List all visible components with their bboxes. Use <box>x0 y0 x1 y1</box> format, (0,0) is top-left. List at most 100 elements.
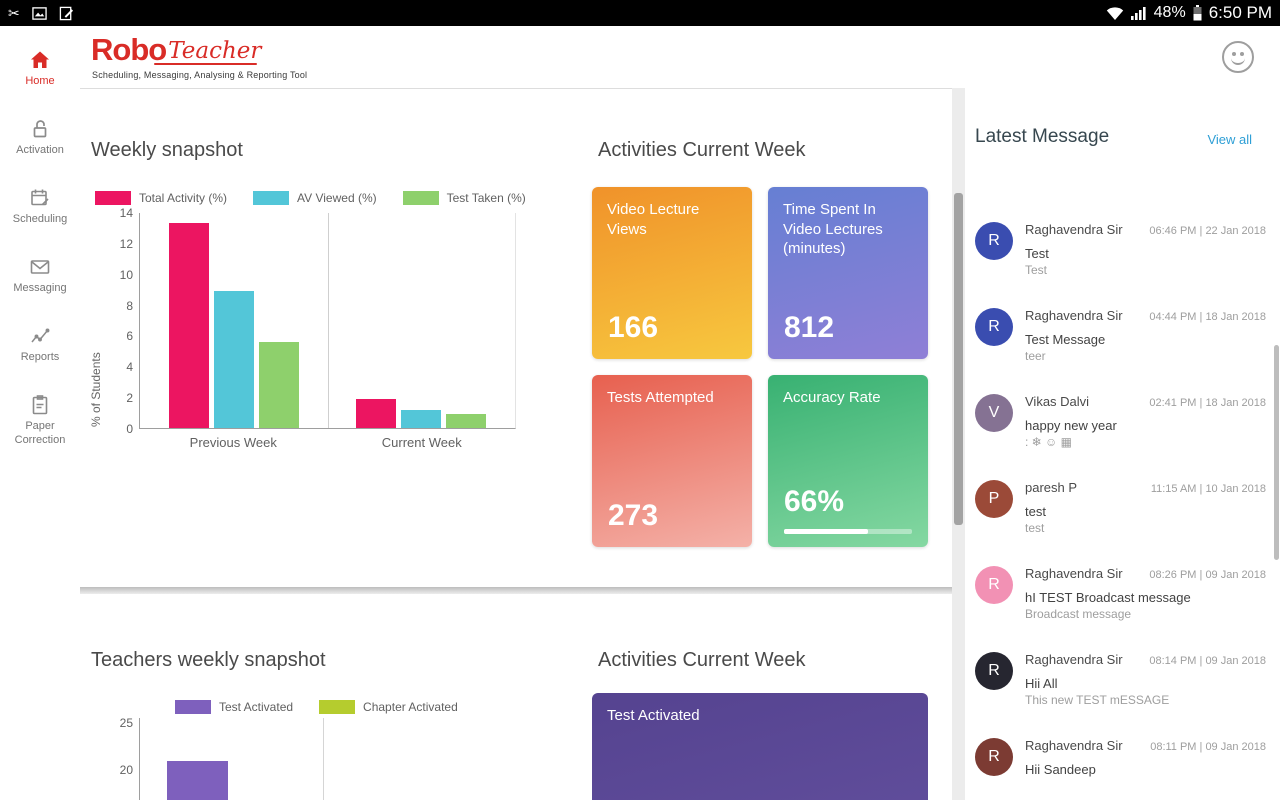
y-tick-label: 4 <box>126 360 133 375</box>
message-body: Raghavendra Sir 08:14 PM | 09 Jan 2018 Hii… <box>1025 652 1266 724</box>
sidebar-item-reports[interactable]: Reports <box>0 320 80 389</box>
weekly-legend: Total Activity (%) AV Viewed (%) Test Take… <box>95 191 526 205</box>
message-line2: test <box>1025 521 1045 535</box>
bar <box>167 760 228 800</box>
card-time-spent[interactable]: Time Spent In Video Lectures (minutes) 8… <box>768 187 928 359</box>
legend-swatch <box>175 700 211 714</box>
legend-item: Total Activity (%) <box>95 191 227 205</box>
message-line1: Test Message <box>1025 332 1106 347</box>
cut-icon: ✂ <box>8 4 20 21</box>
status-notification-icons: ✂ <box>8 5 74 22</box>
signal-icon <box>1130 6 1146 20</box>
message-item[interactable]: V Vikas Dalvi 02:41 PM | 18 Jan 2018 happy … <box>965 380 1280 466</box>
plot-area <box>139 213 516 429</box>
main-scrollbar-thumb[interactable] <box>954 193 963 525</box>
card-tests-attempted[interactable]: Tests Attempted 273 <box>592 375 752 547</box>
message-item[interactable]: R Raghavendra Sir 08:14 PM | 09 Jan 2018 Hi… <box>965 638 1280 724</box>
message-line1: test <box>1025 504 1046 519</box>
legend-item: Chapter Activated <box>319 700 458 714</box>
y-tick-label: 20 <box>119 763 133 777</box>
legend-swatch <box>253 191 290 205</box>
sender-name: Raghavendra Sir <box>1025 566 1123 581</box>
sidebar-item-activation[interactable]: Activation <box>0 113 80 182</box>
legend-label: Total Activity (%) <box>139 191 228 205</box>
sidebar-item-messaging[interactable]: Messaging <box>0 251 80 320</box>
avatar: R <box>975 566 1013 604</box>
message-header: Raghavendra Sir 08:11 PM | 09 Jan 2018 <box>1025 738 1266 753</box>
clock: 6:50 PM <box>1208 3 1272 22</box>
legend-label: Test Taken (%) <box>446 191 526 205</box>
card-accuracy-rate[interactable]: Accuracy Rate 66% <box>768 375 928 547</box>
sidebar-item-label: Activation <box>16 144 64 156</box>
message-line1: Hii Sandeep <box>1025 762 1096 777</box>
avatar: P <box>975 480 1013 518</box>
card-title: Accuracy Rate <box>783 389 881 406</box>
activity-cards: Video Lecture Views 166 Time Spent In Vi… <box>592 187 944 547</box>
y-axis-line <box>139 718 140 800</box>
message-timestamp: 08:11 PM | 09 Jan 2018 <box>1150 741 1266 753</box>
sidebar-item-label: Messaging <box>13 282 67 294</box>
bar <box>401 409 442 428</box>
teachers-snapshot-chart: 25 20 <box>95 716 535 800</box>
view-all-link[interactable]: View all <box>1207 132 1252 147</box>
bar <box>168 222 209 428</box>
y-tick-label: 10 <box>119 267 133 282</box>
sidebar-item-paper-correction[interactable]: Paper Correction <box>0 389 80 458</box>
bar <box>258 341 299 428</box>
message-timestamp: 11:15 AM | 10 Jan 2018 <box>1150 483 1266 495</box>
message-body: Raghavendra Sir 08:11 PM | 09 Jan 2018 Hii… <box>1025 738 1266 800</box>
accuracy-progress-fill <box>784 529 869 534</box>
card-video-lecture-views[interactable]: Video Lecture Views 166 <box>592 187 752 359</box>
message-item[interactable]: R Raghavendra Sir 08:11 PM | 09 Jan 2018 Hi… <box>965 724 1280 800</box>
unlock-icon <box>33 120 47 138</box>
envelope-icon <box>30 260 50 274</box>
message-line1: Hii All <box>1025 676 1058 691</box>
avatar: V <box>975 394 1013 432</box>
legend-swatch <box>95 191 131 205</box>
card-title: Video Lecture Views <box>607 201 700 238</box>
bar <box>356 398 397 428</box>
bar-group <box>140 213 328 428</box>
smiley-mouth-icon <box>1231 57 1245 65</box>
message-header: Raghavendra Sir 06:46 PM | 22 Jan 2018 <box>1025 222 1266 237</box>
bar <box>446 414 487 428</box>
avatar: R <box>975 738 1013 776</box>
sidebar-item-label: Home <box>25 75 55 87</box>
message-line1: Test <box>1025 246 1049 261</box>
smiley-profile-button[interactable] <box>1222 41 1254 73</box>
message-line2: Broadcast message <box>1025 607 1132 621</box>
clipboard-icon <box>32 395 48 415</box>
sidebar-item-home[interactable]: Home <box>0 44 80 113</box>
card-title: Tests Attempted <box>607 389 714 406</box>
battery-icon <box>1193 5 1202 21</box>
legend-item: Test Taken (%) <box>402 191 526 205</box>
message-line2: teer <box>1025 349 1046 363</box>
legend-swatch <box>402 191 439 205</box>
message-item[interactable]: R Raghavendra Sir 04:44 PM | 18 Jan 2018 Te… <box>965 294 1280 380</box>
avatar: R <box>975 652 1013 690</box>
sender-name: Vikas Dalvi <box>1025 394 1090 409</box>
message-timestamp: 02:41 PM | 18 Jan 2018 <box>1149 397 1266 409</box>
y-axis-title: % of Students <box>89 352 103 427</box>
message-header: paresh P 11:15 AM | 10 Jan 2018 <box>1025 480 1266 495</box>
messages-scrollbar-thumb[interactable] <box>1274 345 1279 560</box>
app-header: RoboTeacher Scheduling, Messaging, Analy… <box>80 26 1280 88</box>
message-body: Raghavendra Sir 08:26 PM | 09 Jan 2018 hI … <box>1025 566 1266 638</box>
sidebar-item-label: Paper Correction <box>14 420 66 446</box>
home-icon <box>31 51 49 68</box>
messages-panel-title: Latest Message <box>975 126 1110 147</box>
bar <box>213 290 254 428</box>
message-item[interactable]: R Raghavendra Sir 08:26 PM | 09 Jan 2018 hI… <box>965 552 1280 638</box>
card-test-activated[interactable]: Test Activated <box>592 693 928 800</box>
message-line2: : ❄ ☺ ▦ <box>1025 435 1072 449</box>
y-tick-label: 2 <box>126 391 133 406</box>
legend-item: AV Viewed (%) <box>253 191 377 205</box>
sidebar-item-scheduling[interactable]: Scheduling <box>0 182 80 251</box>
message-item[interactable]: R Raghavendra Sir 06:46 PM | 22 Jan 2018 Te… <box>965 208 1280 294</box>
legend-label: AV Viewed (%) <box>297 191 377 205</box>
line-chart-icon <box>31 328 50 343</box>
message-timestamp: 06:46 PM | 22 Jan 2018 <box>1149 225 1266 237</box>
gridline <box>327 213 329 428</box>
y-tick-label: 8 <box>126 298 133 313</box>
